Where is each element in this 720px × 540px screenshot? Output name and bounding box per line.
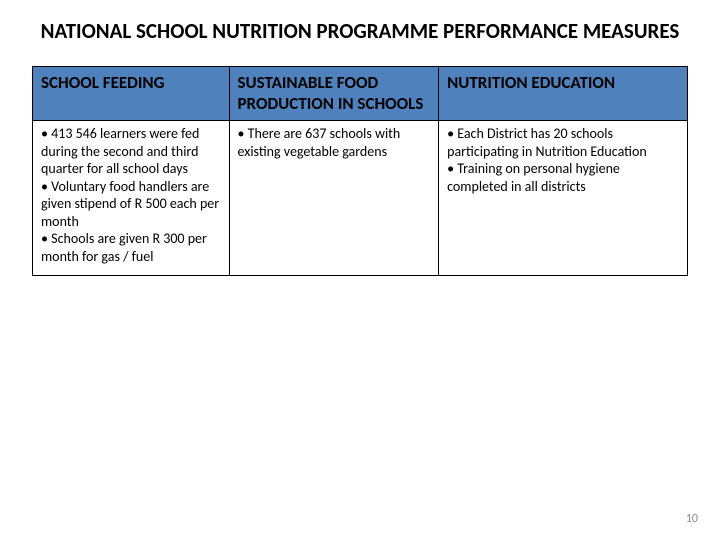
- bullet-item: • There are 637 schools with existing ve…: [238, 125, 431, 160]
- table-header-row: SCHOOL FEEDING SUSTAINABLE FOOD PRODUCTI…: [33, 67, 688, 121]
- header-sustainable-food: SUSTAINABLE FOOD PRODUCTION IN SCHOOLS: [229, 67, 439, 121]
- page-number: 10: [686, 512, 698, 526]
- bullet-item: • 413 546 learners were fed during the s…: [41, 125, 221, 178]
- table-row: • 413 546 learners were fed during the s…: [33, 121, 688, 276]
- cell-school-feeding: • 413 546 learners were fed during the s…: [33, 121, 230, 276]
- measures-table: SCHOOL FEEDING SUSTAINABLE FOOD PRODUCTI…: [32, 66, 688, 276]
- header-nutrition-education: NUTRITION EDUCATION: [439, 67, 688, 121]
- slide-title: NATIONAL SCHOOL NUTRITION PROGRAMME PERF…: [32, 18, 688, 44]
- header-school-feeding: SCHOOL FEEDING: [33, 67, 230, 121]
- bullet-item: • Schools are given R 300 per month for …: [41, 230, 221, 265]
- cell-nutrition-education: • Each District has 20 schools participa…: [439, 121, 688, 276]
- bullet-item: • Each District has 20 schools participa…: [447, 125, 679, 160]
- bullet-item: • Training on personal hygiene completed…: [447, 160, 679, 195]
- bullet-item: • Voluntary food handlers are given stip…: [41, 178, 221, 231]
- cell-sustainable-food: • There are 637 schools with existing ve…: [229, 121, 439, 276]
